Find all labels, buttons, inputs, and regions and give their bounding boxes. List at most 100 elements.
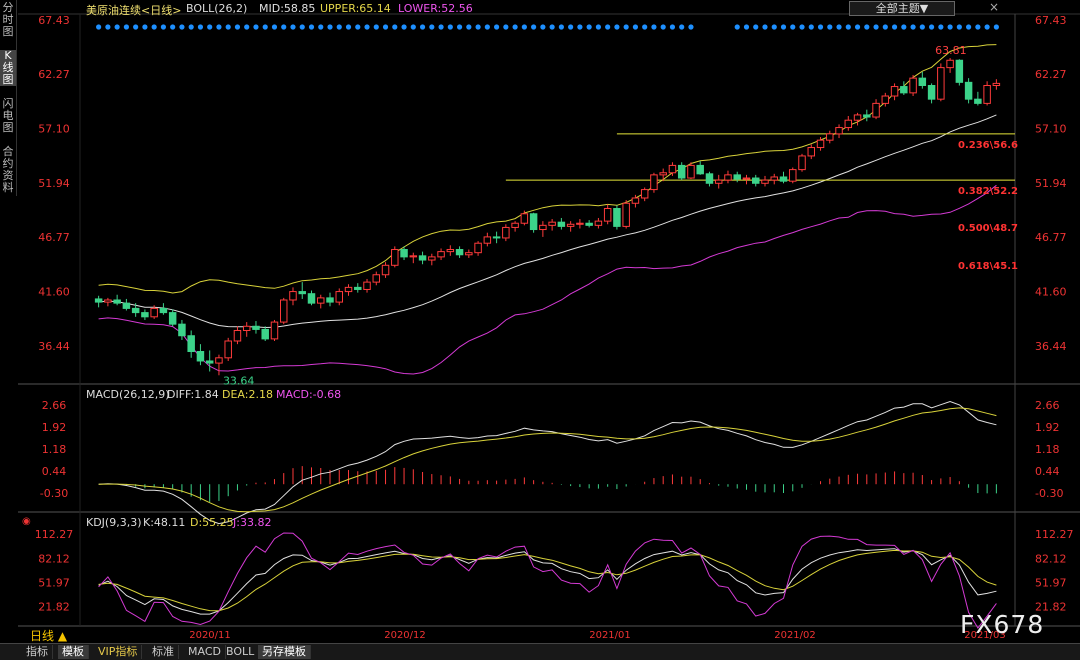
kdj-k-line [98,548,997,615]
candle-body [335,291,343,303]
signal-dot [503,24,509,30]
signal-dot [253,24,259,30]
signal-dot [919,24,925,30]
signal-dot [318,24,324,30]
macd-label: MACD(26,12,9) [86,388,170,401]
candle-body [613,208,621,227]
boll-label: BOLL(26,2) [186,2,248,15]
tab-save-template[interactable]: 另存模板 [258,645,311,659]
macd-tick-label-left: 0.44 [42,465,67,478]
date-tick-label: 2021/01 [589,630,631,641]
fib-label: 0.618\45.1 [958,261,1018,272]
sidebar-item-contract[interactable]: 合约资料 [2,145,14,194]
candle-body [844,119,853,129]
candle-body [539,224,547,231]
signal-dot [891,24,898,30]
signal-dot [281,24,287,30]
fib-label: 0.500\48.7 [958,223,1018,234]
signal-dot [605,24,611,30]
candle-body [270,321,279,340]
macd-tick-label-left: 2.66 [42,399,67,412]
theme-select-button[interactable]: 全部主题▼ [849,1,955,16]
macd-tick-label-right: 1.18 [1035,443,1060,456]
low-price-label: 33.64 [223,374,255,387]
candle-body [122,302,131,309]
fib-label: 0.236\56.6 [958,140,1018,151]
candle-body [724,174,732,181]
price-tick-label-left: 36.44 [38,340,70,353]
signal-dot [133,24,139,30]
boll-mid: MID:58.85 [259,2,316,15]
signal-dot [207,24,213,30]
price-tick-label-left: 51.94 [38,177,70,190]
signal-dot [429,24,435,30]
candle-body [502,226,510,239]
tab-indicator[interactable]: 指标 [22,645,53,659]
tab-vip-indicator[interactable]: VIP指标 [94,645,143,659]
tab-boll[interactable]: BOLL [222,645,260,659]
signal-dot [679,24,685,30]
tab-macd[interactable]: MACD [184,645,226,659]
sidebar-item-kline[interactable]: K线图 [0,50,16,86]
price-tick-label-left: 41.60 [38,286,70,299]
macd-tick-label-left: 1.92 [42,421,67,434]
candle-body [94,298,103,303]
period-selector[interactable]: 日线 ▲ [30,629,68,643]
candle-body [483,236,492,244]
candle-body [752,177,760,184]
signal-dot [827,24,833,30]
watermark-logo: FX678 [960,610,1045,639]
price-tick-label-right: 46.77 [1035,231,1067,244]
signal-dot [151,24,157,30]
price-tick-label-left: 57.10 [38,123,70,136]
signal-dot [817,24,824,30]
candle-body [437,251,445,258]
candle-body [409,255,418,258]
tab-standard[interactable]: 标准 [148,645,179,659]
signal-dot [142,24,148,30]
macd-value: MACD:-0.68 [276,388,342,401]
signal-dot [743,24,750,30]
sidebar-item-flash[interactable]: 闪电图 [2,97,14,134]
signal-dot [938,24,944,30]
signal-dot [790,24,796,30]
candle-body [520,213,529,224]
kdj-tick-label-left: 21.82 [38,601,70,614]
kdj-tick-label-right: 112.27 [1035,528,1074,541]
candle-body [428,256,436,261]
candle-body [937,67,945,100]
signal-dot [651,24,657,30]
signal-dot [956,24,962,30]
candle-body [696,164,704,175]
candle-body [511,222,519,228]
signal-dot [540,24,546,30]
close-icon[interactable]: × [988,0,1000,14]
kdj-tick-label-right: 82.12 [1035,552,1067,565]
kdj-d: D:55.25 [190,516,234,529]
signal-dot [364,24,370,30]
signal-dot [392,24,398,30]
candle-body [566,223,575,227]
kdj-j-line [98,532,997,629]
price-tick-label-right: 36.44 [1035,340,1067,353]
signal-dot [623,24,629,30]
signal-dot [771,24,777,30]
price-tick-label-right: 57.10 [1035,123,1067,136]
signal-dot [234,24,241,30]
signal-dot [984,24,990,30]
boll-lower: LOWER:52.56 [398,2,473,15]
candle-body [863,114,871,118]
signal-dot [910,24,916,30]
sidebar-item-timeshare[interactable]: 分时图 [2,1,14,38]
candle-body [381,264,390,276]
tab-template[interactable]: 模板 [58,645,89,659]
date-tick-label: 2021/02 [774,630,816,641]
signal-dot [531,24,537,30]
candle-body [104,299,112,303]
signal-dot [808,24,814,30]
macd-diff: DIFF:1.84 [167,388,219,401]
signal-dot [419,24,426,30]
signal-dot [160,24,167,30]
candle-body [326,297,334,303]
